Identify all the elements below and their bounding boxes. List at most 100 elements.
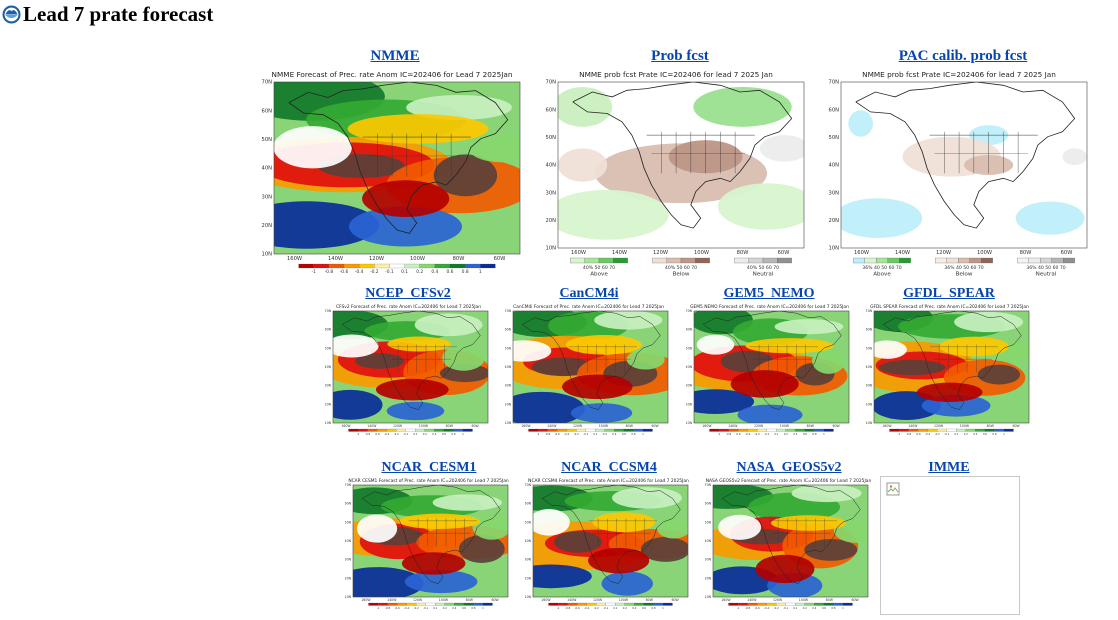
legend-swatch bbox=[734, 257, 749, 264]
lat-tick-label: 10N bbox=[505, 421, 512, 425]
legend-swatch bbox=[876, 257, 888, 264]
lat-tick-label: 40N bbox=[262, 166, 273, 172]
map-title: NMME prob fcst Prate IC=202406 for lead … bbox=[862, 70, 1056, 79]
colorbar-swatch bbox=[614, 428, 624, 432]
colorbar-label: 0.8 bbox=[812, 432, 816, 436]
link-gfdl-spear[interactable]: GFDL_SPEAR bbox=[903, 286, 995, 301]
map-gfdl-spear[interactable]: GFDL SPEAR Forecast of Prec. rate Anom I… bbox=[866, 302, 1033, 437]
link-imme[interactable]: IMME bbox=[928, 460, 970, 475]
lon-tick-label: 60W bbox=[832, 424, 840, 428]
colorbar-swatch bbox=[956, 428, 966, 432]
lon-tick-label: 80W bbox=[466, 598, 474, 602]
colorbar-label: 0.8 bbox=[992, 432, 996, 436]
lat-tick-label: 70N bbox=[829, 80, 840, 86]
map-cancm4i-svg: CanCM4i Forecast of Prec. rate Anom IC=2… bbox=[505, 304, 669, 436]
lat-tick-label: 70N bbox=[525, 483, 532, 487]
map-ncar-cesm1[interactable]: NCAR CESM1 Forecast of Prec. rate Anom I… bbox=[345, 476, 512, 611]
link-pac-calib-prob-fcst[interactable]: PAC calib. prob fcst bbox=[898, 48, 1028, 64]
colorbar-swatch bbox=[566, 428, 577, 432]
colorbar-label: -0.2 bbox=[774, 606, 779, 610]
colorbar-swatch bbox=[453, 428, 464, 432]
legend-swatch bbox=[946, 257, 959, 264]
lon-tick-label: 100W bbox=[799, 598, 809, 602]
legend-swatch bbox=[899, 257, 911, 264]
colorbar-swatch bbox=[766, 602, 777, 606]
colorbar-label: 0.4 bbox=[452, 606, 456, 610]
colorbar-label: 0.2 bbox=[784, 432, 788, 436]
colorbar-label: -0.8 bbox=[745, 606, 750, 610]
link-gem5-nemo[interactable]: GEM5_NEMO bbox=[723, 286, 815, 301]
colorbar-swatch bbox=[424, 428, 435, 432]
colorbar-label: -0.6 bbox=[340, 269, 349, 275]
lat-tick-label: 20N bbox=[525, 576, 532, 580]
lat-tick-label: 20N bbox=[705, 576, 712, 580]
lat-tick-label: 20N bbox=[866, 402, 873, 406]
lon-tick-label: 160W bbox=[521, 424, 531, 428]
colorbar-swatch bbox=[359, 263, 375, 269]
legend-swatch bbox=[666, 257, 682, 264]
lat-tick-label: 60N bbox=[262, 108, 273, 114]
link-cancm4i[interactable]: CanCM4i bbox=[559, 286, 619, 301]
colorbar-swatch bbox=[795, 428, 805, 432]
legend-swatch bbox=[969, 257, 982, 264]
lon-tick-label: 120W bbox=[936, 250, 951, 256]
legend-ticks: 40% 50 60 70 bbox=[583, 265, 615, 271]
map-pac-calib-prob-fcst[interactable]: NMME prob fcst Prate IC=202406 for lead … bbox=[823, 68, 1095, 280]
link-ncar-cesm1[interactable]: NCAR_CESM1 bbox=[381, 460, 477, 475]
lat-tick-label: 50N bbox=[546, 135, 557, 141]
lat-tick-label: 10N bbox=[866, 421, 873, 425]
colorbar-swatch bbox=[444, 602, 455, 606]
map-ncar-ccsm4[interactable]: NCAR CCSM4 Forecast of Prec. rate Anom I… bbox=[525, 476, 692, 611]
link-prob-fcst[interactable]: Prob fcst bbox=[651, 48, 709, 64]
map-prob-fcst[interactable]: NMME prob fcst Prate IC=202406 for lead … bbox=[540, 68, 812, 280]
link-nasa-geos5v2[interactable]: NASA_GEOS5v2 bbox=[736, 460, 842, 475]
colorbar-label: -0.4 bbox=[745, 432, 750, 436]
lat-tick-label: 70N bbox=[866, 309, 873, 313]
map-title: GEM5 NEMO Forecast of Prec. rate Anom IC… bbox=[690, 304, 849, 310]
map-ncep-cfsv2[interactable]: CFSv2 Forecast of Prec. rate Anom IC=202… bbox=[325, 302, 492, 437]
map-pac-calib-prob-fcst-svg: NMME prob fcst Prate IC=202406 for lead … bbox=[829, 70, 1088, 278]
colorbar-swatch bbox=[585, 428, 596, 432]
lat-tick-label: 20N bbox=[686, 402, 693, 406]
map-gfdl-spear-svg: GFDL SPEAR Forecast of Prec. rate Anom I… bbox=[866, 304, 1030, 436]
lat-tick-label: 30N bbox=[345, 558, 352, 562]
lat-tick-label: 70N bbox=[325, 309, 332, 313]
lat-tick-label: 30N bbox=[325, 384, 332, 388]
map-title: NCAR CESM1 Forecast of Prec. rate Anom I… bbox=[348, 478, 509, 484]
colorbar-swatch bbox=[642, 428, 653, 432]
lon-tick-label: 100W bbox=[619, 598, 629, 602]
map-ncep-cfsv2-svg: CFSv2 Forecast of Prec. rate Anom IC=202… bbox=[325, 304, 489, 436]
link-nmme[interactable]: NMME bbox=[370, 48, 420, 64]
colorbar-swatch bbox=[757, 428, 767, 432]
colorbar-swatch bbox=[623, 428, 634, 432]
map-gem5-nemo[interactable]: GEM5 NEMO Forecast of Prec. rate Anom IC… bbox=[686, 302, 853, 437]
map-nasa-geos5v2[interactable]: NASA GEOS5v2 Forecast of Prec. rate Anom… bbox=[705, 476, 872, 611]
link-ncar-ccsm4[interactable]: NCAR_CCSM4 bbox=[561, 460, 657, 475]
lon-tick-label: 140W bbox=[387, 598, 397, 602]
lat-tick-label: 50N bbox=[505, 346, 512, 350]
colorbar-swatch bbox=[596, 602, 606, 606]
map-nmme[interactable]: NMME Forecast of Prec. rate Anom IC=2024… bbox=[256, 68, 528, 280]
lat-tick-label: 60N bbox=[866, 328, 873, 332]
colorbar-swatch bbox=[443, 428, 454, 432]
lon-tick-label: 60W bbox=[778, 250, 790, 256]
colorbar-swatch bbox=[528, 428, 539, 432]
lon-tick-label: 120W bbox=[593, 598, 603, 602]
lat-tick-label: 30N bbox=[262, 194, 273, 200]
lon-tick-label: 100W bbox=[410, 256, 425, 262]
lat-tick-label: 60N bbox=[705, 502, 712, 506]
colorbar-swatch bbox=[804, 602, 815, 606]
lat-tick-label: 10N bbox=[345, 595, 352, 599]
lon-tick-label: 140W bbox=[567, 598, 577, 602]
colorbar-label: -1 bbox=[718, 432, 721, 436]
broken-image-icon bbox=[886, 482, 900, 496]
link-ncep-cfsv2[interactable]: NCEP_CFSv2 bbox=[365, 286, 451, 301]
legend-group-name: Neutral bbox=[1036, 272, 1057, 278]
map-cancm4i[interactable]: CanCM4i Forecast of Prec. rate Anom IC=2… bbox=[505, 302, 672, 437]
map-imme-broken-image[interactable] bbox=[880, 476, 1020, 615]
colorbar-label: 0.4 bbox=[431, 269, 438, 275]
lat-tick-label: 10N bbox=[686, 421, 693, 425]
colorbar-swatch bbox=[454, 602, 464, 606]
colorbar-swatch bbox=[814, 428, 825, 432]
lat-tick-label: 10N bbox=[705, 595, 712, 599]
